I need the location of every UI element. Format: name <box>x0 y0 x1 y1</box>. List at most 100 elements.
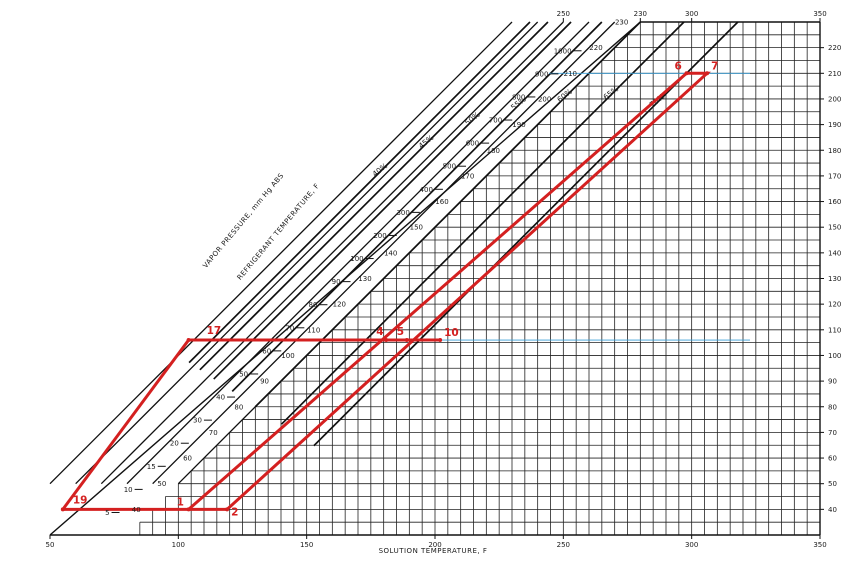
concentration-line <box>188 21 531 364</box>
vapor-pressure-tick-label: 900 <box>535 70 548 78</box>
vapor-pressure-tick-label: 200 <box>373 232 386 240</box>
refrigerant-line <box>100 21 564 485</box>
right-tick-label: 50 <box>828 480 837 488</box>
vapor-pressure-tick-label: 100 <box>350 255 363 263</box>
vapor-pressure-tick-label: 70 <box>285 324 294 332</box>
vapor-pressure-tick-label: 90 <box>332 278 341 286</box>
x-tick-label: 250 <box>557 541 570 549</box>
top-tick-label: 350 <box>813 10 826 18</box>
refrigerant-temp-tick-label: 150 <box>410 224 423 232</box>
right-tick-label: 210 <box>828 70 841 78</box>
refrigerant-temp-tick-label: 220 <box>589 44 602 52</box>
vapor-pressure-tick-label: 400 <box>420 186 433 194</box>
cycle-point-label: 7 <box>711 60 718 72</box>
refrigerant-temp-tick-label: 190 <box>512 121 525 129</box>
vapor-pressure-title: VAPOR PRESSURE, mm Hg ABS <box>201 172 285 270</box>
vapor-pressure-tick-label: 5 <box>105 509 109 517</box>
cycle-point-label: 2 <box>231 506 238 518</box>
right-tick-label: 170 <box>828 172 841 180</box>
x-tick-label: 200 <box>428 541 441 549</box>
vapor-pressure-tick-label: 1000 <box>554 47 572 55</box>
chart-grid <box>139 22 820 535</box>
cycle-segment <box>61 339 190 511</box>
right-tick-label: 140 <box>828 249 841 257</box>
vapor-pressure-tick-label: 20 <box>170 440 179 448</box>
right-tick-label: 40 <box>828 506 837 514</box>
axis-ticks <box>49 18 824 539</box>
cycle-point-label: 4 <box>376 326 383 338</box>
cycle-point-label: 5 <box>397 326 404 338</box>
cycle-point-label: 10 <box>444 327 459 339</box>
cycle-point-label: 6 <box>675 60 682 72</box>
right-tick-label: 160 <box>828 198 841 206</box>
concentration-label: 45% <box>417 133 436 150</box>
concentration-line <box>280 21 685 425</box>
refrigerant-line <box>49 21 513 485</box>
refrigerant-temp-tick-label: 50 <box>157 480 166 488</box>
refrigerant-temp-tick-label: 160 <box>435 198 448 206</box>
refrigerant-temp-tick-label: 230 <box>615 19 628 27</box>
vapor-pressure-tick-label: 500 <box>443 163 456 171</box>
cycle-point-label: 19 <box>73 494 88 506</box>
refrigerant-temp-tick-label: 100 <box>281 352 294 360</box>
concentration-label: 60% <box>555 87 574 104</box>
vapor-pressure-tick-label: 40 <box>216 394 225 402</box>
refrigerant-temp-tick-label: 90 <box>260 378 269 386</box>
concentration-line <box>313 21 739 447</box>
concentration-line <box>254 21 641 408</box>
cycle-point <box>186 507 191 512</box>
vapor-pressure-tick-label: 80 <box>309 301 318 309</box>
refrigerant-temp-tick-label: 40 <box>132 506 141 514</box>
right-tick-label: 130 <box>828 275 841 283</box>
cycle-point <box>438 338 443 343</box>
vapor-pressure-tick-label: 600 <box>466 140 479 148</box>
vapor-pressure-tick-label: 60 <box>262 347 271 355</box>
vapor-pressure-tick-label: 30 <box>193 417 202 425</box>
vapor-pressure-tick-label: 10 <box>124 486 133 494</box>
x-tick-label: 300 <box>685 541 698 549</box>
refrigerant-temp-tick-label: 130 <box>358 275 371 283</box>
x-axis-title: SOLUTION TEMPERATURE, F <box>379 547 488 555</box>
concentration-label: 40% <box>371 161 390 178</box>
concentration-line <box>199 21 549 371</box>
refrigerant-temp-tick-label: 180 <box>487 147 500 155</box>
cycle-point <box>384 338 389 343</box>
cycle-path: 1 2 4 5 6 7 10 17 19 <box>60 60 718 518</box>
cycle-segment <box>187 71 711 511</box>
right-tick-label: 180 <box>828 147 841 155</box>
cycle-point-label: 17 <box>207 325 222 337</box>
cycle-point <box>186 338 191 343</box>
refrigerant-temp-tick-label: 80 <box>234 403 243 411</box>
x-tick-label: 350 <box>813 541 826 549</box>
right-tick-label: 150 <box>828 224 841 232</box>
top-tick-label: 300 <box>685 10 698 18</box>
right-tick-label: 100 <box>828 352 841 360</box>
refrigerant-temperature-title: REFRIGERANT TEMPERATURE, F <box>236 182 322 282</box>
refrigerant-line <box>152 21 616 485</box>
top-tick-label: 250 <box>557 10 570 18</box>
cycle-point-label: 1 <box>177 496 184 508</box>
refrigerant-temp-tick-label: 110 <box>307 326 320 334</box>
right-tick-label: 110 <box>828 326 841 334</box>
cycle-point <box>705 71 710 76</box>
concentration-label: 50% <box>463 110 482 127</box>
right-tick-label: 90 <box>828 378 837 386</box>
refrigerant-temp-tick-label: 70 <box>209 429 218 437</box>
refrigerant-temp-tick-label: 60 <box>183 455 192 463</box>
vapor-pressure-tick-label: 300 <box>396 209 409 217</box>
right-tick-label: 190 <box>828 121 841 129</box>
concentration-line <box>213 21 572 380</box>
cycle-point <box>404 338 409 343</box>
concentration-line <box>231 21 603 392</box>
vapor-pressure-tick-label: 15 <box>147 463 156 471</box>
refrigerant-temp-tick-label: 200 <box>538 95 551 103</box>
refrigerant-temp-tick-label: 140 <box>384 249 397 257</box>
right-tick-label: 220 <box>828 44 841 52</box>
x-tick-label: 100 <box>172 541 185 549</box>
right-tick-label: 60 <box>828 455 837 463</box>
vapor-pressure-tick-label: 700 <box>489 117 502 125</box>
right-tick-label: 200 <box>828 95 841 103</box>
vapor-pressure-tick-label: 800 <box>512 93 525 101</box>
cycle-point <box>684 71 689 76</box>
